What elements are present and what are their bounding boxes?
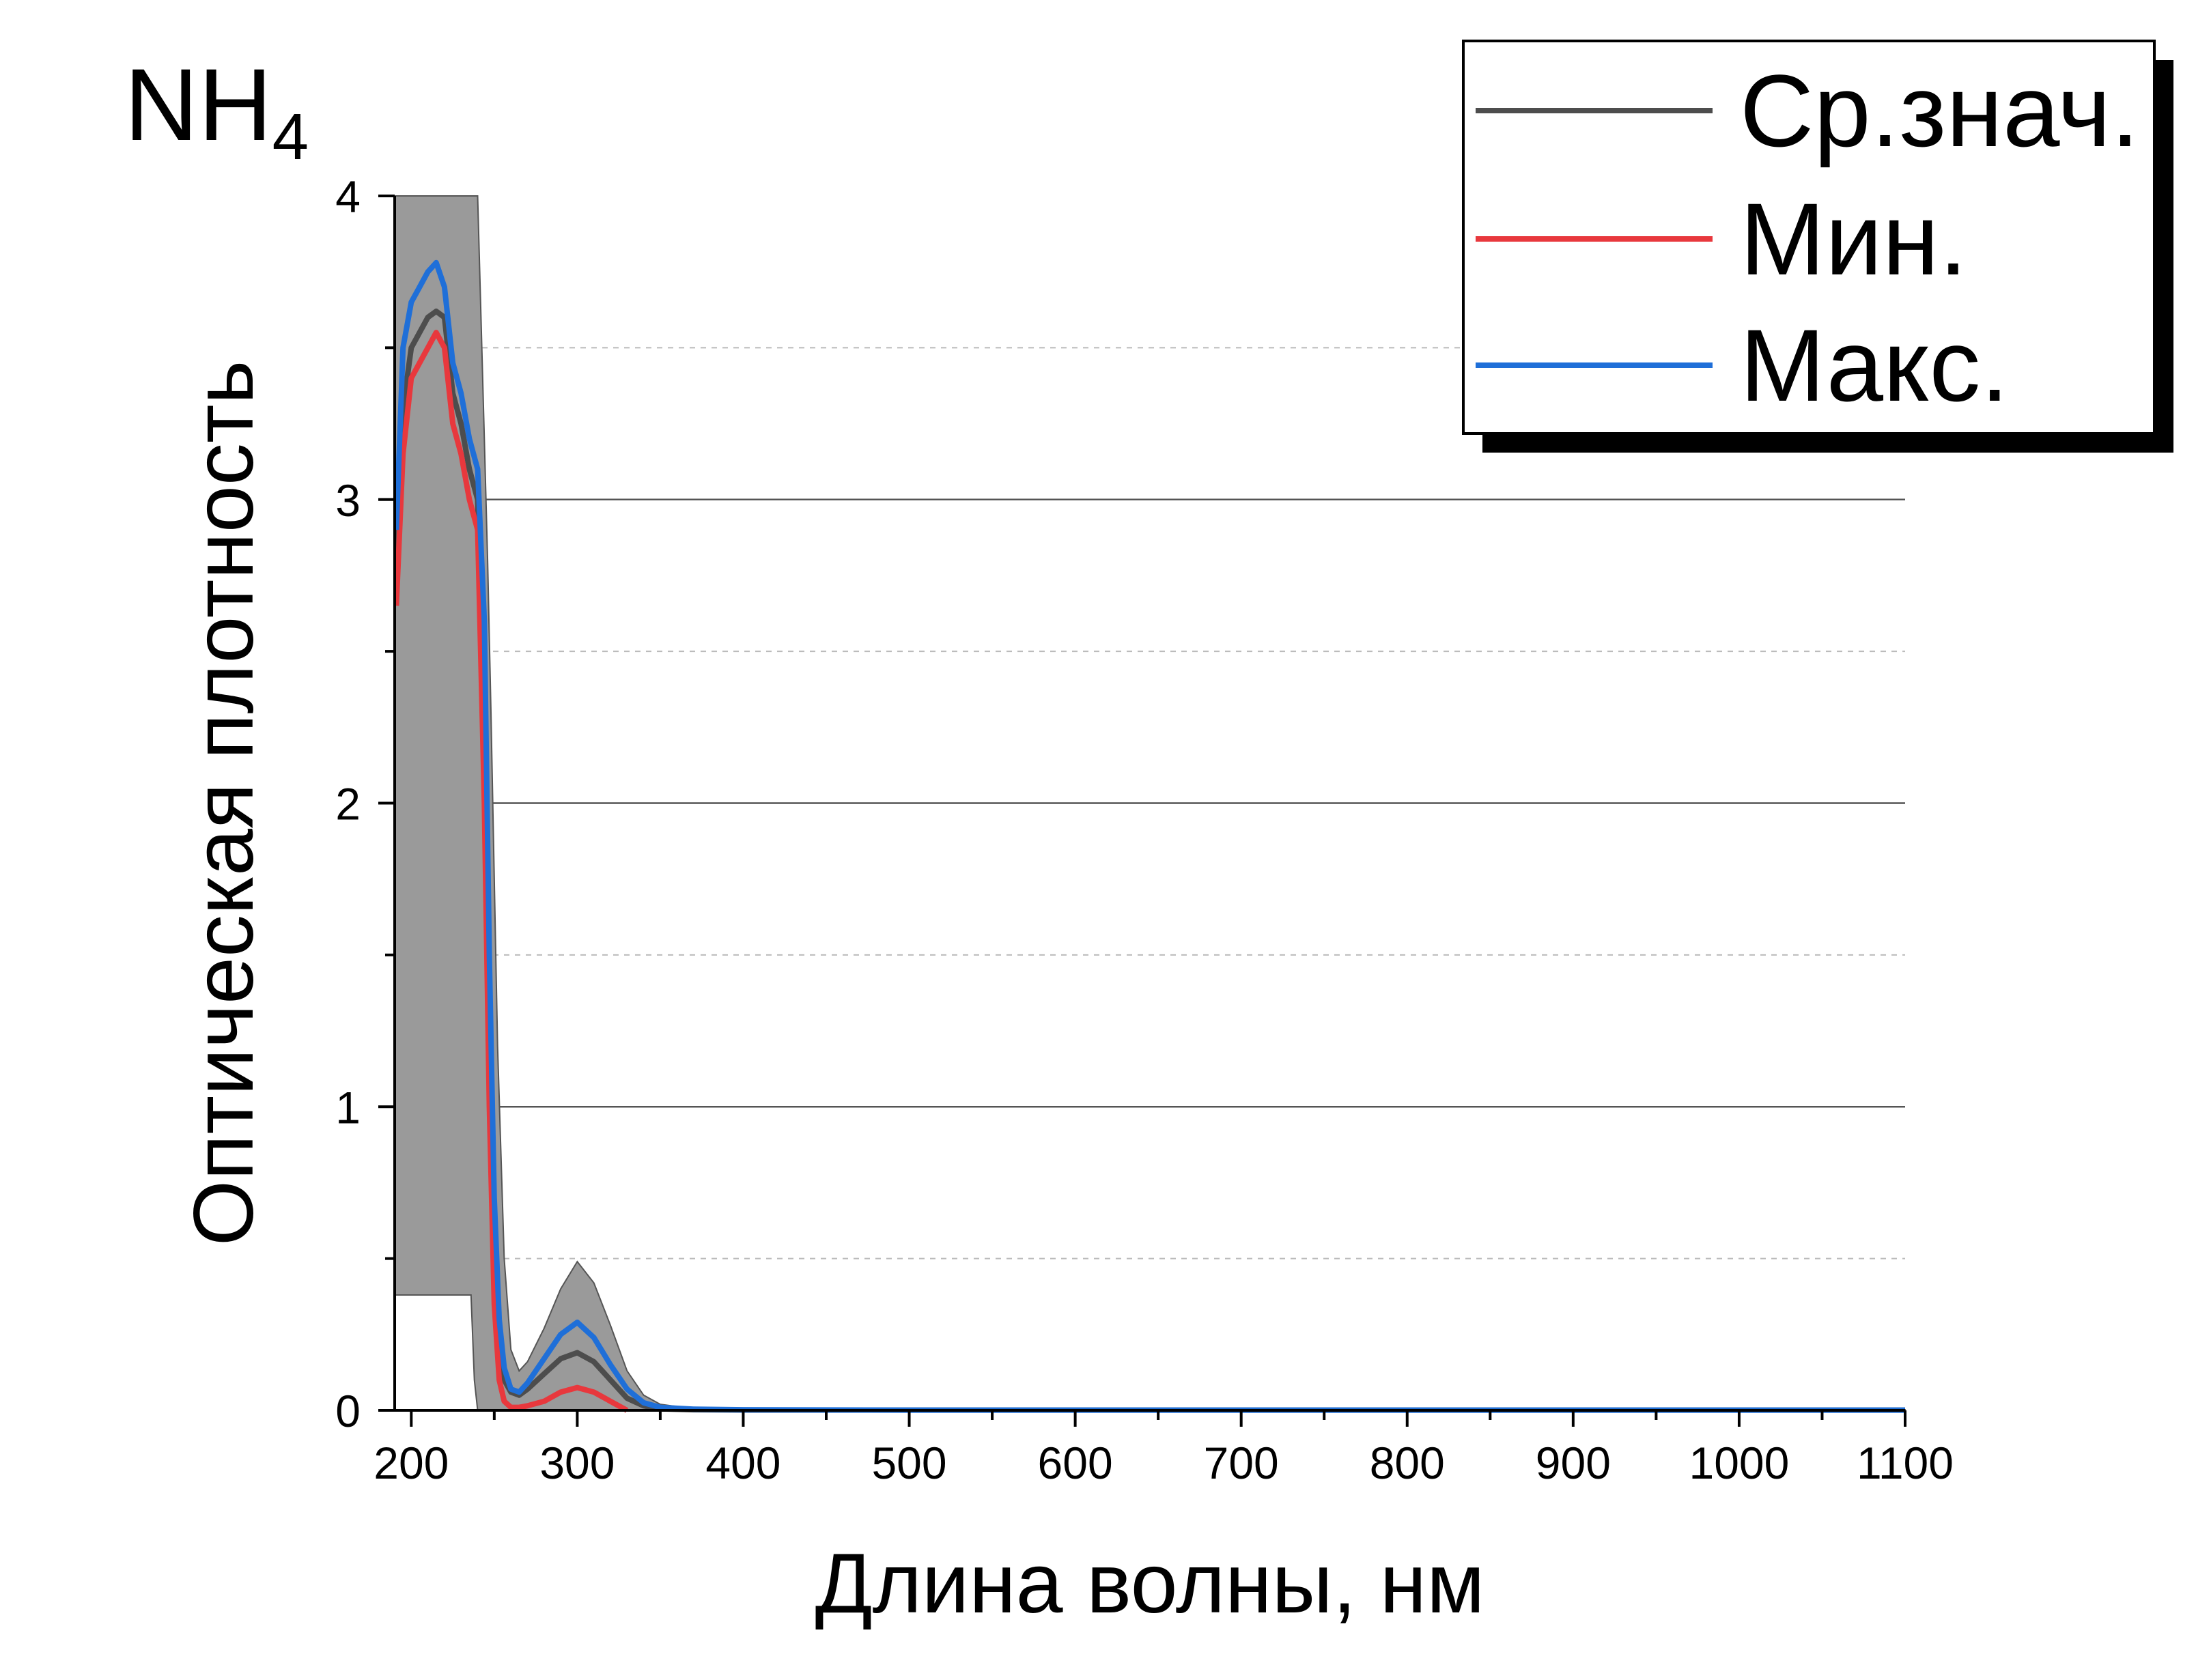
chart-title: NH4 [124,47,309,173]
y-tick-label: 1 [335,1082,361,1133]
x-tick-label: 200 [374,1438,449,1488]
y-tick-label: 0 [335,1386,361,1436]
x-tick-label: 800 [1370,1438,1445,1488]
legend-label-0: Ср.знач. [1740,53,2139,168]
y-tick-label: 3 [335,475,361,526]
axes [378,195,1906,1427]
y-tick-labels: 0 1 2 3 4 [335,171,361,1436]
x-tick-label: 600 [1038,1438,1113,1488]
x-tick-label: 1100 [1857,1438,1954,1488]
x-tick-labels: 200 300 400 500 600 700 800 900 1000 1100 [374,1438,1954,1488]
y-tick-label: 2 [335,779,361,829]
x-tick-label: 400 [705,1438,780,1488]
y-axis-title: Оптическая плотность [177,360,271,1247]
x-tick-label: 300 [539,1438,615,1488]
x-tick-label: 1000 [1689,1438,1790,1488]
legend-label-2: Макс. [1740,308,2009,423]
y-tick-label: 4 [335,171,361,222]
x-tick-label: 700 [1204,1438,1279,1488]
series-line-0 [393,309,1905,1413]
x-tick-label: 500 [871,1438,946,1488]
legend: Ср.знач. Мин. Макс. [1462,40,2173,453]
x-tick-label: 900 [1536,1438,1611,1488]
legend-label-1: Мин. [1740,182,1967,296]
x-axis-title: Длина волны, нм [815,1537,1485,1631]
grid [395,347,1905,1259]
chart-title-main: NH [124,47,272,162]
series-line-1 [393,330,629,1413]
chart-title-subscript: 4 [272,100,309,173]
